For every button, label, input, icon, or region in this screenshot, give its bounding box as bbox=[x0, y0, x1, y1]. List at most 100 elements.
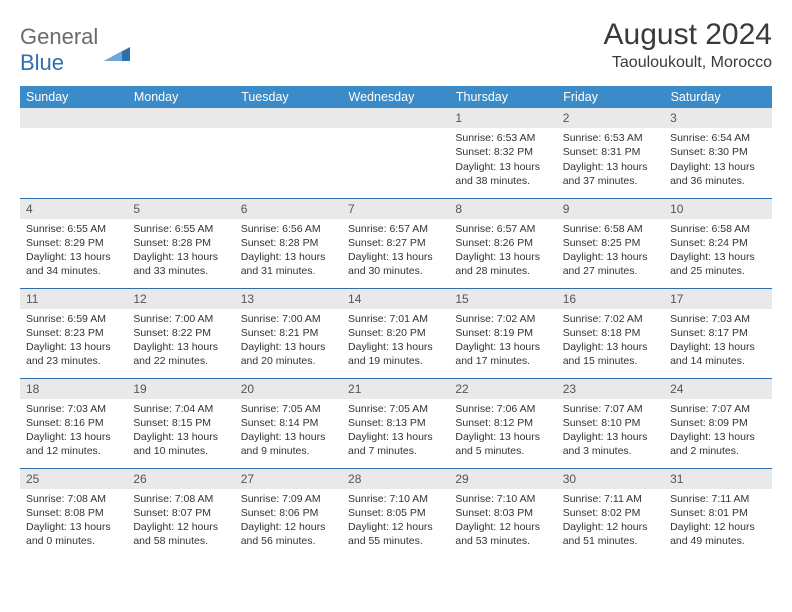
day-content: Sunrise: 6:58 AMSunset: 8:25 PMDaylight:… bbox=[557, 219, 664, 283]
day-number: 16 bbox=[557, 289, 664, 309]
daylight-text: Daylight: 13 hours and 2 minutes. bbox=[670, 430, 765, 458]
sunrise-text: Sunrise: 7:02 AM bbox=[455, 312, 550, 326]
page-header: General Blue August 2024 Taouloukoult, M… bbox=[20, 18, 772, 76]
day-number: 20 bbox=[235, 379, 342, 399]
sunrise-text: Sunrise: 7:05 AM bbox=[348, 402, 443, 416]
sunset-text: Sunset: 8:32 PM bbox=[455, 145, 550, 159]
sunrise-text: Sunrise: 7:01 AM bbox=[348, 312, 443, 326]
day-content: Sunrise: 6:56 AMSunset: 8:28 PMDaylight:… bbox=[235, 219, 342, 283]
sunrise-text: Sunrise: 6:55 AM bbox=[26, 222, 121, 236]
sunset-text: Sunset: 8:28 PM bbox=[241, 236, 336, 250]
sunrise-text: Sunrise: 6:57 AM bbox=[348, 222, 443, 236]
day-number: 27 bbox=[235, 469, 342, 489]
daylight-text: Daylight: 13 hours and 28 minutes. bbox=[455, 250, 550, 278]
day-number: 29 bbox=[449, 469, 556, 489]
page-subtitle: Taouloukoult, Morocco bbox=[604, 54, 772, 72]
calendar-day-cell: 10Sunrise: 6:58 AMSunset: 8:24 PMDayligh… bbox=[664, 198, 771, 288]
calendar-day-cell: 23Sunrise: 7:07 AMSunset: 8:10 PMDayligh… bbox=[557, 378, 664, 468]
calendar-day-cell: 30Sunrise: 7:11 AMSunset: 8:02 PMDayligh… bbox=[557, 468, 664, 558]
sunrise-text: Sunrise: 7:04 AM bbox=[133, 402, 228, 416]
day-content: Sunrise: 7:02 AMSunset: 8:18 PMDaylight:… bbox=[557, 309, 664, 373]
sunrise-text: Sunrise: 7:00 AM bbox=[241, 312, 336, 326]
weekday-header: Saturday bbox=[664, 86, 771, 108]
calendar-day-cell: 22Sunrise: 7:06 AMSunset: 8:12 PMDayligh… bbox=[449, 378, 556, 468]
daylight-text: Daylight: 13 hours and 0 minutes. bbox=[26, 520, 121, 548]
sunrise-text: Sunrise: 7:08 AM bbox=[26, 492, 121, 506]
daylight-text: Daylight: 13 hours and 17 minutes. bbox=[455, 340, 550, 368]
calendar-day-cell: 11Sunrise: 6:59 AMSunset: 8:23 PMDayligh… bbox=[20, 288, 127, 378]
calendar-day-cell: 20Sunrise: 7:05 AMSunset: 8:14 PMDayligh… bbox=[235, 378, 342, 468]
sunset-text: Sunset: 8:20 PM bbox=[348, 326, 443, 340]
brand-part1: General bbox=[20, 24, 98, 49]
day-number: 18 bbox=[20, 379, 127, 399]
weekday-header: Thursday bbox=[449, 86, 556, 108]
sunset-text: Sunset: 8:19 PM bbox=[455, 326, 550, 340]
day-number: 21 bbox=[342, 379, 449, 399]
day-content: Sunrise: 7:10 AMSunset: 8:05 PMDaylight:… bbox=[342, 489, 449, 553]
day-content: Sunrise: 7:00 AMSunset: 8:21 PMDaylight:… bbox=[235, 309, 342, 373]
sunset-text: Sunset: 8:26 PM bbox=[455, 236, 550, 250]
calendar-day-cell: 3Sunrise: 6:54 AMSunset: 8:30 PMDaylight… bbox=[664, 108, 771, 198]
day-number: 7 bbox=[342, 199, 449, 219]
sunset-text: Sunset: 8:29 PM bbox=[26, 236, 121, 250]
day-number: 24 bbox=[664, 379, 771, 399]
sunrise-text: Sunrise: 7:06 AM bbox=[455, 402, 550, 416]
brand-part2: Blue bbox=[20, 50, 64, 75]
day-number: 13 bbox=[235, 289, 342, 309]
sunset-text: Sunset: 8:06 PM bbox=[241, 506, 336, 520]
calendar-day-cell: 1Sunrise: 6:53 AMSunset: 8:32 PMDaylight… bbox=[449, 108, 556, 198]
day-content: Sunrise: 7:05 AMSunset: 8:13 PMDaylight:… bbox=[342, 399, 449, 463]
day-content: Sunrise: 7:01 AMSunset: 8:20 PMDaylight:… bbox=[342, 309, 449, 373]
daylight-text: Daylight: 13 hours and 22 minutes. bbox=[133, 340, 228, 368]
sunset-text: Sunset: 8:14 PM bbox=[241, 416, 336, 430]
calendar-day-cell: 24Sunrise: 7:07 AMSunset: 8:09 PMDayligh… bbox=[664, 378, 771, 468]
logo-triangle-icon bbox=[104, 39, 130, 61]
day-number: 10 bbox=[664, 199, 771, 219]
day-content: Sunrise: 6:57 AMSunset: 8:27 PMDaylight:… bbox=[342, 219, 449, 283]
day-content: Sunrise: 7:04 AMSunset: 8:15 PMDaylight:… bbox=[127, 399, 234, 463]
sunset-text: Sunset: 8:30 PM bbox=[670, 145, 765, 159]
daylight-text: Daylight: 13 hours and 20 minutes. bbox=[241, 340, 336, 368]
calendar-day-cell: 28Sunrise: 7:10 AMSunset: 8:05 PMDayligh… bbox=[342, 468, 449, 558]
calendar-day-cell: 15Sunrise: 7:02 AMSunset: 8:19 PMDayligh… bbox=[449, 288, 556, 378]
sunrise-text: Sunrise: 6:56 AM bbox=[241, 222, 336, 236]
day-content: Sunrise: 7:11 AMSunset: 8:02 PMDaylight:… bbox=[557, 489, 664, 553]
daylight-text: Daylight: 13 hours and 33 minutes. bbox=[133, 250, 228, 278]
sunrise-text: Sunrise: 6:53 AM bbox=[455, 131, 550, 145]
sunset-text: Sunset: 8:07 PM bbox=[133, 506, 228, 520]
daylight-text: Daylight: 13 hours and 25 minutes. bbox=[670, 250, 765, 278]
weekday-header: Sunday bbox=[20, 86, 127, 108]
daylight-text: Daylight: 13 hours and 19 minutes. bbox=[348, 340, 443, 368]
calendar-day-cell: 26Sunrise: 7:08 AMSunset: 8:07 PMDayligh… bbox=[127, 468, 234, 558]
day-content: Sunrise: 7:08 AMSunset: 8:07 PMDaylight:… bbox=[127, 489, 234, 553]
day-number: 30 bbox=[557, 469, 664, 489]
day-number: 23 bbox=[557, 379, 664, 399]
day-number bbox=[342, 108, 449, 128]
daylight-text: Daylight: 12 hours and 56 minutes. bbox=[241, 520, 336, 548]
page-title: August 2024 bbox=[604, 18, 772, 52]
calendar-body: 1 Sunrise: 6:53 AMSunset: 8:32 PM Daylight… bbox=[20, 108, 772, 558]
sunset-text: Sunset: 8:05 PM bbox=[348, 506, 443, 520]
daylight-text: Daylight: 12 hours and 51 minutes. bbox=[563, 520, 658, 548]
sunset-text: Sunset: 8:13 PM bbox=[348, 416, 443, 430]
calendar-day-cell: 19Sunrise: 7:04 AMSunset: 8:15 PMDayligh… bbox=[127, 378, 234, 468]
calendar-week-row: 25Sunrise: 7:08 AMSunset: 8:08 PMDayligh… bbox=[20, 468, 772, 558]
sunrise-text: Sunrise: 6:54 AM bbox=[670, 131, 765, 145]
weekday-row: SundayMondayTuesdayWednesdayThursdayFrid… bbox=[20, 86, 772, 108]
calendar-head: SundayMondayTuesdayWednesdayThursdayFrid… bbox=[20, 86, 772, 108]
day-content: Sunrise: 7:11 AMSunset: 8:01 PMDaylight:… bbox=[664, 489, 771, 553]
sunset-text: Sunset: 8:28 PM bbox=[133, 236, 228, 250]
calendar-day-cell: 27Sunrise: 7:09 AMSunset: 8:06 PMDayligh… bbox=[235, 468, 342, 558]
weekday-header: Wednesday bbox=[342, 86, 449, 108]
calendar-table: SundayMondayTuesdayWednesdayThursdayFrid… bbox=[20, 86, 772, 558]
sunset-text: Sunset: 8:17 PM bbox=[670, 326, 765, 340]
calendar-day-cell bbox=[235, 108, 342, 198]
daylight-text: Daylight: 13 hours and 36 minutes. bbox=[670, 160, 765, 188]
day-content: Sunrise: 7:10 AMSunset: 8:03 PMDaylight:… bbox=[449, 489, 556, 553]
day-number: 1 bbox=[449, 108, 556, 128]
day-content: Sunrise: 7:05 AMSunset: 8:14 PMDaylight:… bbox=[235, 399, 342, 463]
calendar-day-cell bbox=[20, 108, 127, 198]
day-number bbox=[235, 108, 342, 128]
sunrise-text: Sunrise: 7:07 AM bbox=[670, 402, 765, 416]
daylight-text: Daylight: 13 hours and 3 minutes. bbox=[563, 430, 658, 458]
